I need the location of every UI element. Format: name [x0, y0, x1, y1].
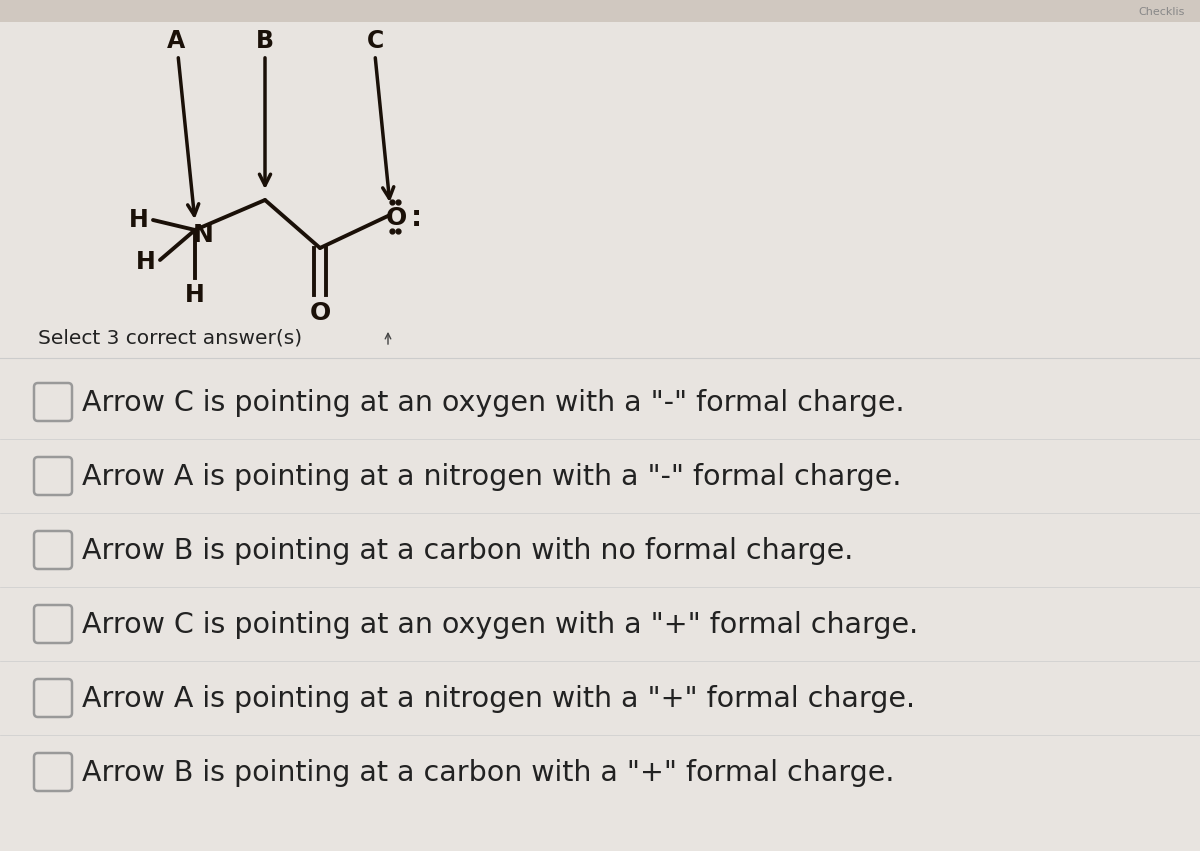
Text: Checklis: Checklis	[1139, 7, 1186, 17]
Text: C: C	[366, 29, 384, 53]
Text: Arrow A is pointing at a nitrogen with a "+" formal charge.: Arrow A is pointing at a nitrogen with a…	[82, 685, 916, 713]
Text: H: H	[136, 250, 156, 274]
Text: A: A	[167, 29, 185, 53]
Text: H: H	[130, 208, 149, 232]
Text: H: H	[185, 283, 205, 307]
FancyBboxPatch shape	[0, 22, 1200, 851]
Text: Arrow B is pointing at a carbon with no formal charge.: Arrow B is pointing at a carbon with no …	[82, 537, 853, 565]
FancyBboxPatch shape	[0, 0, 1200, 22]
Text: N: N	[192, 223, 214, 247]
Text: Arrow C is pointing at an oxygen with a "-" formal charge.: Arrow C is pointing at an oxygen with a …	[82, 389, 905, 417]
FancyBboxPatch shape	[34, 605, 72, 643]
FancyBboxPatch shape	[34, 531, 72, 569]
FancyBboxPatch shape	[34, 679, 72, 717]
Text: O: O	[385, 206, 407, 230]
Text: B: B	[256, 29, 274, 53]
Text: O: O	[310, 301, 331, 325]
Text: Arrow A is pointing at a nitrogen with a "-" formal charge.: Arrow A is pointing at a nitrogen with a…	[82, 463, 901, 491]
Text: Arrow B is pointing at a carbon with a "+" formal charge.: Arrow B is pointing at a carbon with a "…	[82, 759, 894, 787]
Text: Select 3 correct answer(s): Select 3 correct answer(s)	[38, 328, 302, 347]
FancyBboxPatch shape	[34, 383, 72, 421]
Text: :: :	[410, 204, 421, 232]
FancyBboxPatch shape	[34, 457, 72, 495]
Text: Arrow C is pointing at an oxygen with a "+" formal charge.: Arrow C is pointing at an oxygen with a …	[82, 611, 918, 639]
FancyBboxPatch shape	[34, 753, 72, 791]
